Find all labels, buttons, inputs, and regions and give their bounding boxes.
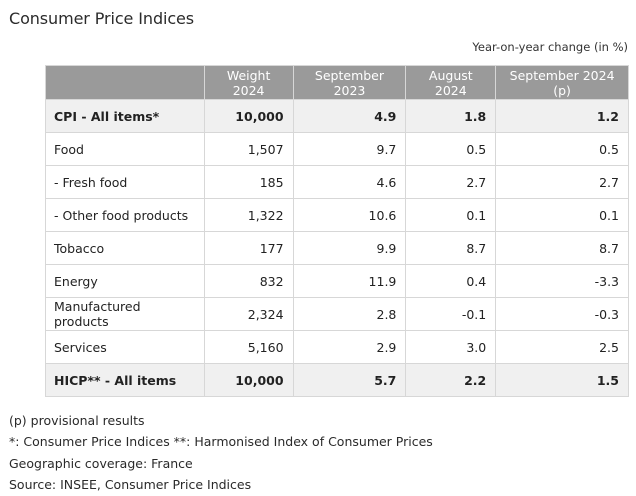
cell-august-2024: 2.2 xyxy=(405,363,497,397)
cell-september-2023: 2.9 xyxy=(292,330,407,364)
cell-august-2024: 8.7 xyxy=(405,231,497,265)
cell-september-2024: -3.3 xyxy=(495,264,629,298)
row-label: - Fresh food xyxy=(45,165,205,199)
cell-august-2024: 3.0 xyxy=(405,330,497,364)
table-body: CPI - All items* 10,000 4.9 1.8 1.2 Food 1,507… xyxy=(45,99,629,397)
cpi-table: Weight 2024 September 2023 August 2024 S… xyxy=(45,65,629,397)
row-label: Food xyxy=(45,132,205,166)
table-row: Food 1,507 9.7 0.5 0.5 xyxy=(45,132,629,166)
header-corner xyxy=(45,65,205,100)
cell-september-2024: 8.7 xyxy=(495,231,629,265)
cell-weight-2024: 2,324 xyxy=(203,297,294,331)
cell-weight-2024: 5,160 xyxy=(203,330,294,364)
cell-september-2024: 0.5 xyxy=(495,132,629,166)
table-row: HICP** - All items 10,000 5.7 2.2 1.5 xyxy=(45,363,629,397)
cell-weight-2024: 185 xyxy=(203,165,294,199)
cell-september-2024: 1.2 xyxy=(495,99,629,133)
page-title: Consumer Price Indices xyxy=(9,9,195,28)
cell-weight-2024: 1,322 xyxy=(203,198,294,232)
cell-august-2024: -0.1 xyxy=(405,297,497,331)
row-label: Energy xyxy=(45,264,205,298)
footnote-provisional: (p) provisional results xyxy=(9,413,145,428)
header-weight-2024: Weight 2024 xyxy=(203,65,294,100)
cell-august-2024: 0.1 xyxy=(405,198,497,232)
footnote-definitions: *: Consumer Price Indices **: Harmonised… xyxy=(9,434,433,450)
cell-august-2024: 2.7 xyxy=(405,165,497,199)
row-label: HICP** - All items xyxy=(45,363,205,397)
cell-september-2024: 0.1 xyxy=(495,198,629,232)
cell-august-2024: 0.4 xyxy=(405,264,497,298)
cell-september-2023: 9.7 xyxy=(292,132,407,166)
row-label: Manufactured products xyxy=(45,297,205,331)
table-header-row: Weight 2024 September 2023 August 2024 S… xyxy=(45,65,629,100)
cell-september-2024: -0.3 xyxy=(495,297,629,331)
header-september-2023: September 2023 xyxy=(292,65,407,100)
cell-weight-2024: 177 xyxy=(203,231,294,265)
cell-september-2024: 2.7 xyxy=(495,165,629,199)
row-label: CPI - All items* xyxy=(45,99,205,133)
table-row: - Other food products 1,322 10.6 0.1 0.1 xyxy=(45,198,629,232)
unit-note: Year-on-year change (in %) xyxy=(472,40,628,54)
cell-september-2023: 9.9 xyxy=(292,231,407,265)
cell-weight-2024: 10,000 xyxy=(203,99,294,133)
row-label: - Other food products xyxy=(45,198,205,232)
cell-weight-2024: 832 xyxy=(203,264,294,298)
cell-august-2024: 1.8 xyxy=(405,99,497,133)
cell-september-2023: 4.9 xyxy=(292,99,407,133)
footnote-coverage: Geographic coverage: France xyxy=(9,455,193,471)
header-august-2024: August 2024 xyxy=(405,65,497,100)
table-row: Energy 832 11.9 0.4 -3.3 xyxy=(45,264,629,298)
header-september-2024: September 2024 (p) xyxy=(495,65,629,100)
table-row: CPI - All items* 10,000 4.9 1.8 1.2 xyxy=(45,99,629,133)
cell-september-2024: 2.5 xyxy=(495,330,629,364)
footnote-source: Source: INSEE, Consumer Price Indices xyxy=(9,477,252,493)
cell-september-2023: 5.7 xyxy=(292,363,407,397)
cell-august-2024: 0.5 xyxy=(405,132,497,166)
footnotes: (p) provisional results *: Consumer Pric… xyxy=(9,410,433,496)
table-row: - Fresh food 185 4.6 2.7 2.7 xyxy=(45,165,629,199)
cell-september-2023: 4.6 xyxy=(292,165,407,199)
table-row: Manufactured products 2,324 2.8 -0.1 -0.3 xyxy=(45,297,629,331)
cell-september-2023: 11.9 xyxy=(292,264,407,298)
table-row: Services 5,160 2.9 3.0 2.5 xyxy=(45,330,629,364)
cell-september-2023: 10.6 xyxy=(292,198,407,232)
table-row: Tobacco 177 9.9 8.7 8.7 xyxy=(45,231,629,265)
row-label: Tobacco xyxy=(45,231,205,265)
cell-september-2024: 1.5 xyxy=(495,363,629,397)
cell-september-2023: 2.8 xyxy=(292,297,407,331)
row-label: Services xyxy=(45,330,205,364)
cell-weight-2024: 10,000 xyxy=(203,363,294,397)
cell-weight-2024: 1,507 xyxy=(203,132,294,166)
